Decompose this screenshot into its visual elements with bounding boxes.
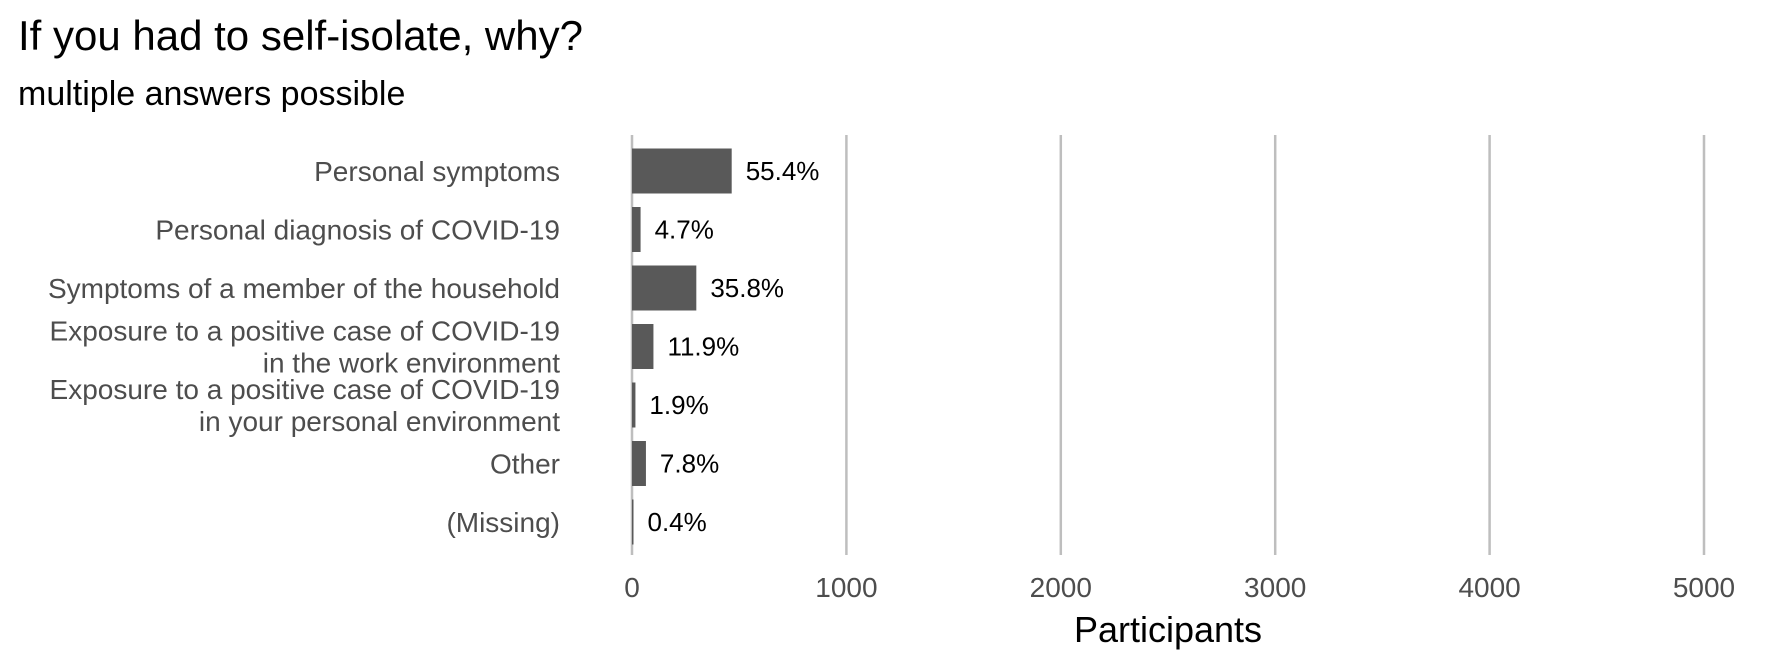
data-label: 11.9% (667, 332, 739, 362)
category-label: Personal symptoms (314, 156, 560, 187)
x-tick-label: 3000 (1244, 572, 1306, 603)
data-label: 7.8% (660, 449, 719, 479)
bar (632, 441, 646, 486)
x-tick-label: 1000 (815, 572, 877, 603)
x-tick-label: 5000 (1673, 572, 1735, 603)
category-label: Exposure to a positive case of COVID-19 i… (50, 374, 561, 437)
data-label: 55.4% (746, 156, 820, 186)
x-axis-title: Participants (1074, 609, 1262, 650)
category-labels: Personal symptoms Personal diagnosis of C… (48, 156, 560, 538)
bar (632, 324, 654, 369)
category-label: Exposure to a positive case of COVID-19 i… (50, 316, 561, 379)
bar (632, 265, 697, 311)
category-label: Symptoms of a member of the household (48, 273, 560, 304)
x-tick-label: 4000 (1458, 572, 1520, 603)
chart-subtitle: multiple answers possible (18, 75, 406, 113)
gridlines (630, 135, 1706, 555)
x-tick-label: 0 (624, 572, 640, 603)
category-label: (Missing) (446, 507, 560, 538)
x-tick-label: 2000 (1030, 572, 1092, 603)
x-tick-labels: 0 1000 2000 3000 4000 5000 (624, 572, 1735, 603)
category-label: Other (490, 449, 560, 480)
data-label: 35.8% (710, 273, 784, 303)
bar (632, 499, 634, 545)
bar (632, 207, 641, 252)
chart-title: If you had to self-isolate, why? (18, 12, 583, 59)
data-label: 4.7% (655, 215, 714, 245)
category-label: Personal diagnosis of COVID-19 (155, 215, 560, 246)
data-label: 0.4% (648, 507, 707, 537)
bar (632, 148, 732, 194)
bar (632, 382, 636, 428)
data-label: 1.9% (649, 390, 708, 420)
bars: 55.4% 4.7% 35.8% 11.9% 1.9% 7.8% 0.4% (632, 148, 820, 545)
